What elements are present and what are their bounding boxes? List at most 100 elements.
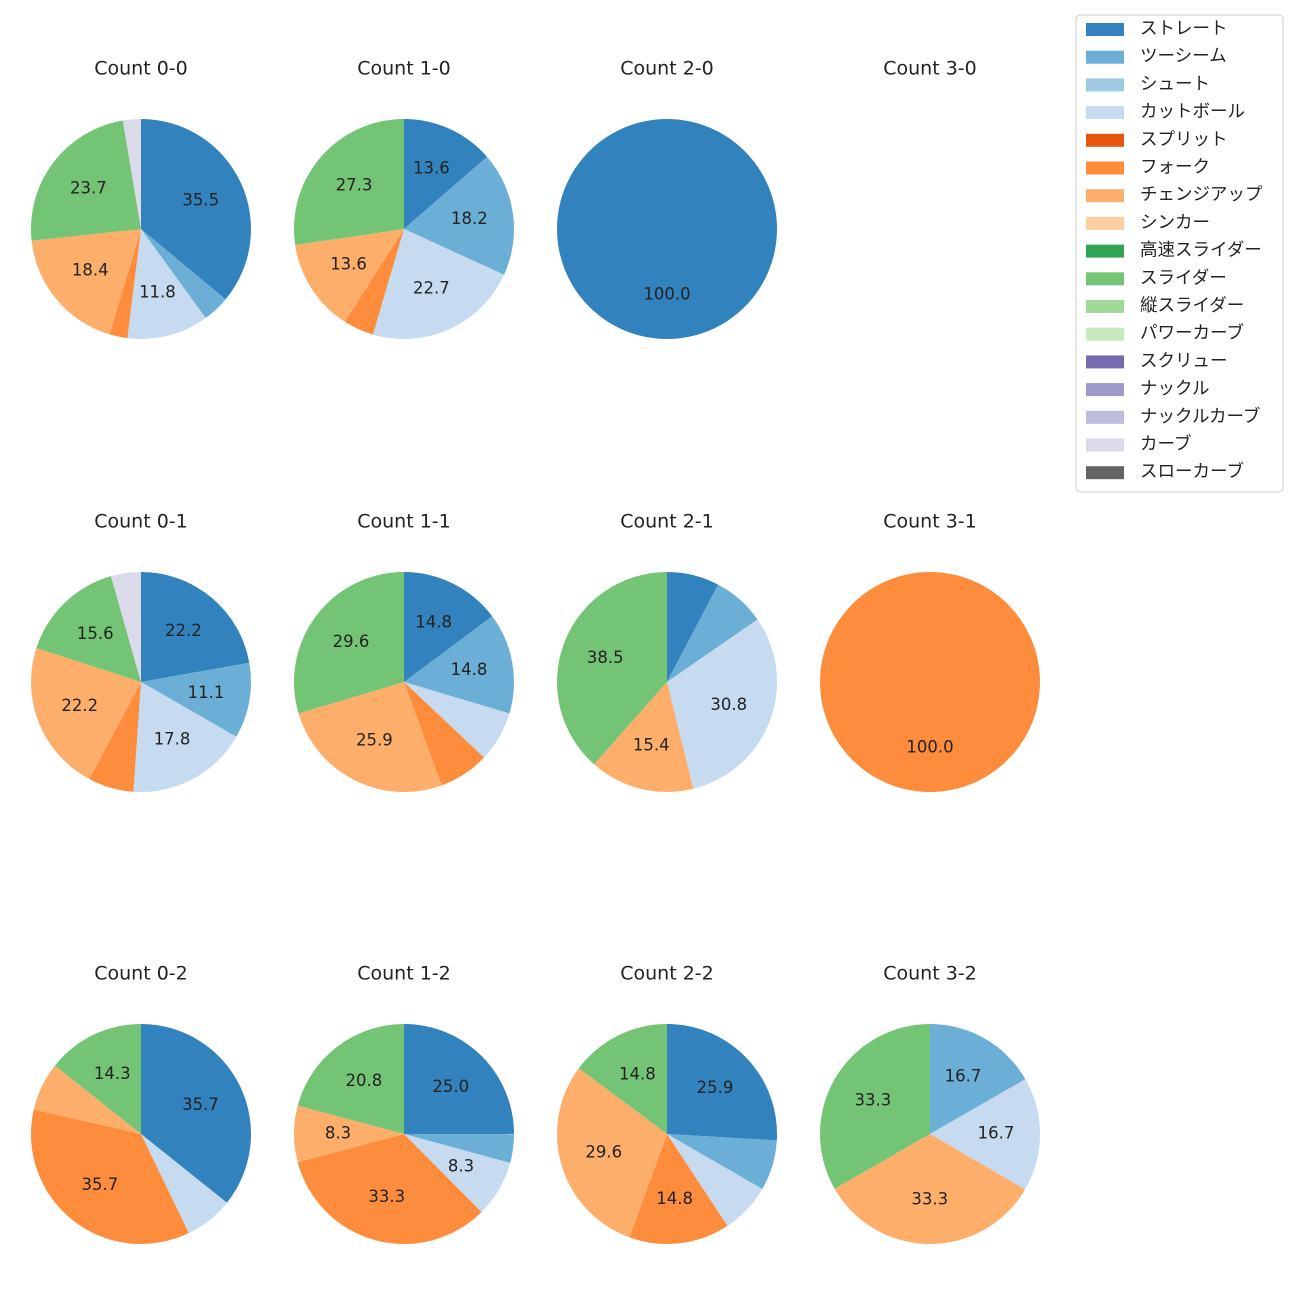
slice-label: 20.8: [345, 1071, 382, 1090]
slice-label: 33.3: [855, 1090, 892, 1109]
pie-slice: [404, 1024, 515, 1135]
slice-label: 14.8: [656, 1189, 693, 1208]
legend-entry: スクリュー: [1086, 351, 1228, 371]
legend-swatch: [1086, 466, 1124, 480]
legend-swatch: [1086, 300, 1124, 313]
legend-entry: 高速スライダー: [1086, 241, 1262, 261]
pie-count-2-1: Count 2-1 30.8 15.4 38.5: [556, 511, 778, 792]
pie-title: Count 2-2: [620, 963, 714, 985]
pie-slice: [36, 576, 141, 682]
pie-slice: [667, 572, 719, 682]
pie-slice: [127, 229, 206, 340]
slice-label: 11.8: [139, 282, 176, 301]
slice-label: 14.8: [619, 1065, 656, 1084]
pie-count-0-0: Count 0-0 35.5 11.8 18.4 23.7: [31, 58, 252, 340]
legend-swatch: [1086, 106, 1124, 120]
pie-slice: [141, 119, 252, 300]
legend-swatch: [1086, 78, 1124, 92]
legend-swatch: [1086, 327, 1124, 341]
slice-label: 8.3: [325, 1123, 351, 1142]
legend-entry: ツーシーム: [1086, 47, 1227, 67]
pie-slice: [344, 229, 404, 335]
pie-count-2-0: Count 2-0 100.0: [557, 58, 777, 339]
slice-label: 29.6: [585, 1142, 622, 1161]
legend-entry: パワーカーブ: [1086, 323, 1244, 344]
slice-label: 33.3: [368, 1187, 405, 1206]
pie-slice: [293, 572, 404, 714]
legend-label: ツーシーム: [1140, 47, 1227, 67]
slice-label: 22.7: [413, 279, 450, 298]
slice-label: 35.7: [182, 1095, 219, 1114]
slice-label: 35.5: [182, 190, 219, 209]
slice-label: 11.1: [188, 683, 225, 702]
legend-swatch: [1086, 189, 1124, 203]
legend-label: ストレート: [1140, 19, 1228, 39]
pie-slice: [30, 648, 142, 780]
pie-count-1-0: Count 1-0 13.6 18.2 22.7 13.6 27.3: [293, 58, 514, 340]
legend-label: シュート: [1140, 74, 1210, 94]
pie-slice: [404, 156, 514, 275]
pie-slice: [930, 1024, 1026, 1134]
pie-title: Count 0-2: [94, 963, 188, 985]
pie-slice: [297, 1024, 404, 1134]
pie-slice: [667, 1134, 777, 1189]
legend-entry: フォーク: [1086, 158, 1210, 178]
slice-label: 16.7: [945, 1066, 982, 1085]
legend-label: スライダー: [1140, 268, 1227, 288]
legend-label: 縦スライダー: [1140, 296, 1244, 316]
legend-swatch: [1086, 355, 1124, 369]
pie-charts: Count 0-0 35.5 11.8 18.4 23.7 Count 1-0 13.6 18…: [30, 58, 1041, 1245]
legend-label: カーブ: [1140, 434, 1191, 455]
pie-slice: [141, 1024, 252, 1203]
legend-swatch: [1086, 244, 1124, 258]
legend-entry: スプリット: [1086, 130, 1228, 150]
pie-slice: [298, 682, 442, 793]
pie-slice: [293, 1105, 404, 1163]
slice-label: 14.3: [94, 1064, 131, 1083]
legend-entry: チェンジアップ: [1086, 185, 1263, 205]
pie-slice: [295, 229, 404, 322]
pie-slice: [141, 662, 251, 737]
pie-count-1-2: Count 1-2 25.0 8.3 33.3 8.3 20.8: [293, 963, 515, 1244]
pie-title: Count 3-0: [883, 58, 977, 80]
legend-frame: [1075, 14, 1284, 493]
pie-count-0-1: Count 0-1 22.2 11.1 17.8 22.2 15.6: [30, 511, 251, 793]
pie-slice: [31, 120, 141, 241]
pie-slice: [556, 572, 667, 765]
legend-label: シンカー: [1140, 213, 1210, 233]
legend-swatch: [1086, 383, 1124, 397]
legend-label: パワーカーブ: [1140, 323, 1244, 344]
pie-slice: [667, 584, 758, 682]
pie-count-1-1: Count 1-1 14.8 14.8 25.9 29.6: [293, 511, 515, 793]
pie-title: Count 2-1: [620, 511, 714, 533]
legend-label: ナックル: [1140, 379, 1209, 399]
pie-slice: [133, 682, 237, 793]
pie-slice: [141, 572, 250, 682]
slice-label: 38.5: [587, 648, 624, 667]
pie-slice: [297, 1134, 482, 1244]
legend-label: カットボール: [1140, 102, 1245, 122]
legend-entry: シンカー: [1086, 213, 1210, 233]
pie-title: Count 0-1: [94, 511, 188, 533]
pie-slice: [404, 682, 485, 786]
pie-title: Count 3-2: [883, 963, 977, 985]
pie-slice: [667, 619, 778, 789]
legend-label: フォーク: [1140, 158, 1210, 178]
slice-label: 25.9: [356, 730, 393, 749]
legend-swatch: [1086, 216, 1124, 230]
pie-title: Count 1-0: [357, 58, 451, 80]
slice-label: 8.3: [448, 1157, 474, 1176]
pie-slice: [110, 572, 141, 682]
slice-label: 17.8: [154, 730, 191, 749]
pie-slice: [820, 572, 1040, 792]
pie-slice: [404, 1134, 514, 1163]
slice-label: 100.0: [643, 285, 690, 304]
pie-slice: [31, 1109, 189, 1244]
slice-label: 35.7: [81, 1175, 118, 1194]
legend-entry: カーブ: [1086, 434, 1191, 455]
pie-slice: [31, 229, 142, 335]
pie-slice: [141, 1134, 227, 1234]
pie-count-3-2: Count 3-2 16.7 16.7 33.3 33.3: [819, 963, 1041, 1245]
legend-entry: ナックルカーブ: [1086, 406, 1260, 427]
